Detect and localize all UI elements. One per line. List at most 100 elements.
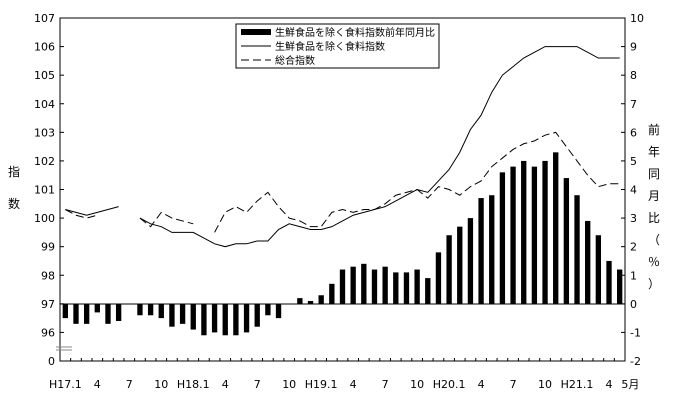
bar-15 — [222, 303, 228, 336]
bar-0 — [62, 303, 68, 319]
bar-24 — [318, 295, 324, 304]
x-tick-label: 5月 — [621, 378, 639, 391]
bar-34 — [425, 278, 431, 304]
bar-40 — [489, 195, 495, 304]
x-tick-label: H20.1 — [433, 378, 466, 391]
right-tick-label: 4 — [630, 184, 637, 197]
axis-break-marker — [56, 346, 72, 351]
overall-index-line — [65, 131, 620, 233]
right-axis-label-char: ％ — [648, 255, 660, 269]
food-index-line — [65, 46, 620, 248]
bar-22 — [297, 298, 303, 304]
left-tick-label: 103 — [34, 126, 55, 139]
left-tick-label: 106 — [34, 41, 55, 54]
left-tick-label: 102 — [34, 155, 55, 168]
bar-13 — [201, 303, 207, 336]
bar-28 — [361, 263, 367, 304]
right-axis-label: 前年同月比 （ ％ ） — [648, 122, 660, 291]
svg-text:指: 指 — [8, 164, 20, 179]
left-tick-label: 100 — [34, 212, 55, 225]
bar-46 — [553, 152, 559, 304]
x-tick-label: 4 — [478, 378, 485, 391]
bar-35 — [435, 252, 442, 304]
right-tick-label: 10 — [630, 12, 644, 25]
right-axis-label-char: （ — [648, 233, 660, 247]
left-axis: 0 96 97 98 99 100 101 102 103 104 105 106 107 — [34, 12, 64, 368]
x-tick-label: 4 — [350, 378, 357, 391]
right-tick-label: 5 — [630, 155, 637, 168]
legend-label-1: 生鮮食品を除く食料指数 — [275, 40, 385, 53]
legend-bar-swatch — [241, 29, 271, 35]
left-tick-label: 97 — [41, 298, 55, 311]
x-tick-label: 4 — [222, 378, 229, 391]
x-tick-label: 7 — [254, 378, 261, 391]
bar-17 — [243, 303, 250, 333]
right-axis-label-char: 月 — [648, 189, 660, 203]
bar-36 — [446, 235, 452, 304]
legend: 生鮮食品を除く食料指数前年同月比 生鮮食品を除く食料指数 総合指数 — [235, 23, 440, 69]
bar-49 — [585, 220, 591, 304]
bar-23 — [307, 300, 314, 304]
bar-32 — [403, 272, 410, 304]
x-tick-label: H19.1 — [305, 378, 338, 391]
bar-33 — [414, 269, 420, 304]
left-tick-label: 104 — [34, 98, 55, 111]
bar-25 — [329, 283, 335, 304]
bar-51 — [606, 260, 612, 304]
bar-1 — [73, 303, 79, 324]
right-tick-label: 1 — [630, 269, 637, 282]
x-tick-label: 7 — [126, 378, 133, 391]
bar-5 — [115, 303, 122, 321]
bar-47 — [563, 178, 570, 304]
left-tick-label: 99 — [41, 241, 55, 254]
right-tick-label: 3 — [630, 212, 637, 225]
x-tick-label: 4 — [606, 378, 613, 391]
bar-9 — [158, 303, 164, 319]
left-tick-label: 105 — [34, 69, 55, 82]
bar-45 — [542, 160, 548, 304]
right-tick-label: 7 — [630, 98, 637, 111]
bar-20 — [275, 303, 282, 319]
svg-text:数: 数 — [8, 196, 20, 211]
right-axis-label-char: 前 — [648, 122, 660, 137]
bar-19 — [265, 303, 271, 316]
x-tick-label: H21.1 — [561, 378, 594, 391]
bar-52 — [617, 269, 623, 304]
bar-44 — [531, 166, 538, 304]
right-tick-label: 9 — [630, 41, 637, 54]
right-tick-label: -2 — [630, 355, 641, 368]
bar-48 — [574, 195, 580, 304]
x-tick-label: 10 — [282, 378, 296, 391]
right-tick-label: 2 — [630, 241, 637, 254]
line-series — [65, 46, 620, 248]
bar-39 — [478, 198, 484, 304]
bar-38 — [467, 218, 474, 304]
bar-14 — [211, 303, 218, 333]
left-tick-label: 101 — [34, 184, 55, 197]
plot-frame — [59, 17, 626, 362]
x-tick-label: 10 — [154, 378, 168, 391]
bar-41 — [499, 172, 506, 304]
bar-50 — [595, 235, 602, 304]
bar-11 — [179, 303, 186, 324]
x-tick-label: H18.1 — [177, 378, 210, 391]
bar-7 — [137, 303, 143, 316]
right-axis-label-char: ） — [648, 277, 660, 291]
bar-43 — [521, 160, 527, 304]
bar-10 — [169, 303, 175, 327]
bar-8 — [147, 303, 154, 316]
bar-18 — [254, 303, 260, 327]
x-tick-label: 10 — [410, 378, 424, 391]
right-tick-label: 0 — [630, 298, 637, 311]
x-axis: H17.1 4 7 10 H18.1 4 7 10 H19.1 4 7 10 H20.1 4 7 10 H21.… — [49, 358, 639, 391]
bar-16 — [233, 303, 239, 336]
bar-12 — [190, 303, 196, 330]
x-tick-label: 10 — [538, 378, 552, 391]
left-tick-label: 98 — [41, 269, 55, 282]
right-tick-label: 6 — [630, 126, 637, 139]
bar-2 — [83, 303, 90, 324]
bar-30 — [382, 266, 388, 304]
bar-series — [62, 152, 623, 336]
bar-31 — [393, 272, 399, 304]
